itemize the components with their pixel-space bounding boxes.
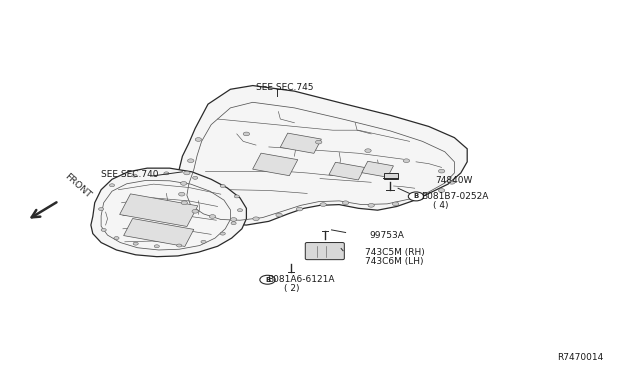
Circle shape	[342, 201, 349, 205]
Circle shape	[438, 189, 445, 192]
Circle shape	[276, 213, 282, 217]
Circle shape	[237, 209, 243, 212]
Text: B: B	[265, 277, 270, 283]
Circle shape	[365, 149, 371, 153]
Text: SEE SEC.745: SEE SEC.745	[256, 83, 314, 92]
Circle shape	[438, 169, 445, 173]
Circle shape	[184, 171, 190, 175]
Circle shape	[230, 218, 237, 221]
Circle shape	[296, 207, 303, 211]
Circle shape	[260, 275, 275, 284]
Text: 743C5M (RH): 743C5M (RH)	[365, 248, 424, 257]
Circle shape	[392, 202, 399, 206]
Circle shape	[316, 140, 322, 144]
Bar	[384, 173, 398, 179]
Text: 99753A: 99753A	[369, 231, 404, 240]
Circle shape	[209, 215, 216, 218]
Circle shape	[320, 203, 326, 206]
Text: B081B7-0252A: B081B7-0252A	[421, 192, 488, 201]
Circle shape	[192, 209, 198, 213]
Polygon shape	[362, 161, 394, 177]
Polygon shape	[120, 194, 198, 227]
Polygon shape	[329, 162, 365, 180]
Polygon shape	[124, 218, 194, 247]
Circle shape	[133, 242, 138, 245]
Circle shape	[109, 184, 115, 187]
Circle shape	[154, 245, 159, 248]
Text: SEE SEC.740: SEE SEC.740	[101, 170, 159, 179]
Circle shape	[234, 195, 239, 198]
Circle shape	[132, 174, 137, 177]
Circle shape	[408, 192, 424, 201]
Polygon shape	[173, 86, 467, 225]
Text: B: B	[413, 193, 419, 199]
Text: FRONT: FRONT	[63, 172, 93, 200]
Text: 74840W: 74840W	[435, 176, 472, 185]
Circle shape	[164, 172, 169, 175]
FancyBboxPatch shape	[305, 243, 344, 260]
Circle shape	[114, 237, 119, 240]
Polygon shape	[280, 133, 321, 153]
Circle shape	[417, 196, 424, 200]
Text: ( 4): ( 4)	[433, 201, 449, 210]
Circle shape	[195, 138, 202, 141]
Circle shape	[220, 232, 225, 235]
Circle shape	[220, 185, 225, 187]
Circle shape	[368, 203, 374, 207]
Circle shape	[253, 217, 259, 221]
Circle shape	[231, 222, 236, 225]
Polygon shape	[91, 168, 246, 257]
Circle shape	[179, 192, 185, 196]
Circle shape	[180, 182, 187, 185]
Circle shape	[181, 201, 188, 205]
Circle shape	[188, 159, 194, 163]
Circle shape	[403, 159, 410, 163]
Text: R7470014: R7470014	[557, 353, 603, 362]
Circle shape	[99, 208, 104, 211]
Circle shape	[177, 244, 182, 247]
Polygon shape	[253, 153, 298, 176]
Circle shape	[243, 132, 250, 136]
Text: B081A6-6121A: B081A6-6121A	[268, 275, 335, 284]
Circle shape	[449, 180, 455, 184]
Circle shape	[201, 240, 206, 243]
Text: 743C6M (LH): 743C6M (LH)	[365, 257, 423, 266]
Circle shape	[193, 176, 198, 179]
Text: ( 2): ( 2)	[284, 284, 299, 293]
Circle shape	[101, 228, 106, 231]
